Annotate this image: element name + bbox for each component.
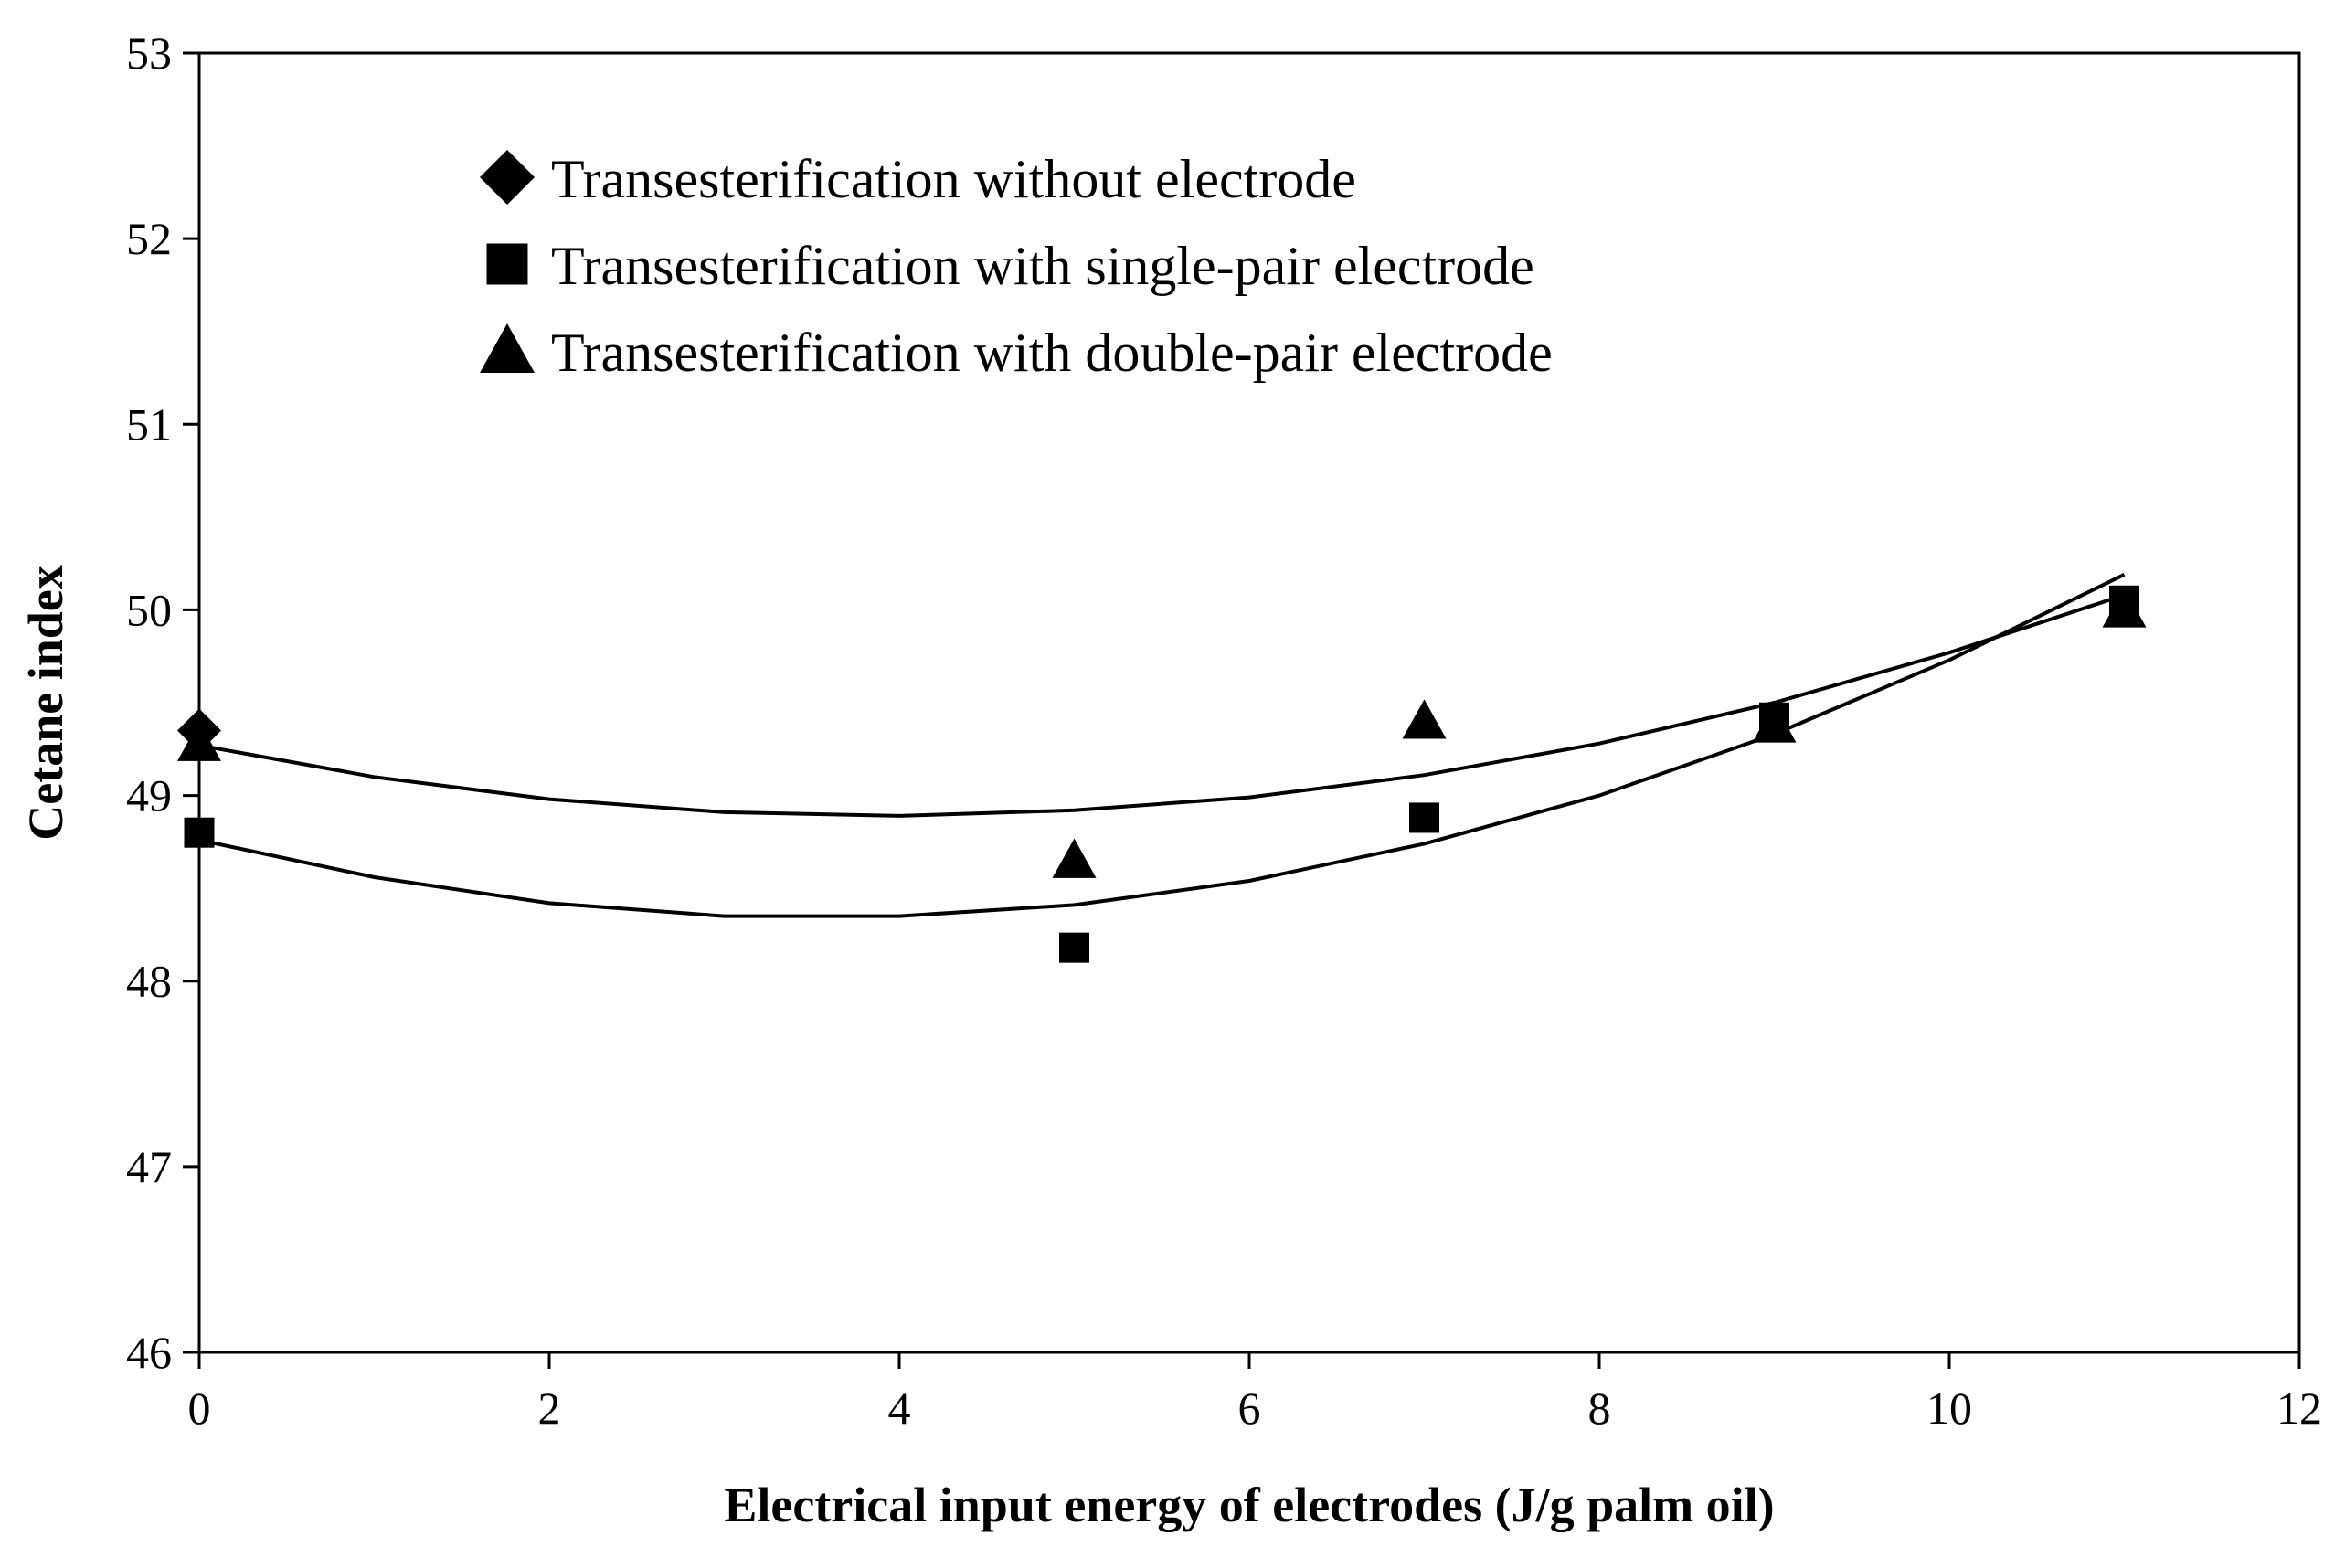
square-point [1059,932,1089,963]
triangle-point [1402,699,1447,739]
y-tick-label: 46 [126,1327,172,1378]
x-tick-label: 2 [538,1383,561,1434]
x-tick-label: 0 [188,1383,211,1434]
triangle-point [1052,838,1097,878]
square-point [1409,802,1439,833]
x-tick-label: 8 [1588,1383,1611,1434]
y-tick-label: 52 [126,213,172,264]
y-tick-label: 53 [126,27,172,79]
y-tick-label: 48 [126,956,172,1007]
y-tick-label: 51 [126,398,172,450]
data-points [177,585,2147,963]
x-axis-title: Electrical input energy of electrodes (J… [724,1478,1774,1532]
triangle-point [1752,703,1797,743]
x-tick-label: 6 [1238,1383,1261,1434]
x-tick-label: 10 [1926,1383,1972,1434]
trendlines [198,573,2126,918]
legend-entry-label: Transesterification with double-pair ele… [551,323,1553,383]
legend-triangle-icon [480,323,535,373]
legend-square-icon [486,243,528,285]
square-point [184,817,215,848]
x-tick-label: 4 [888,1383,911,1434]
legend-diamond-icon [480,150,535,205]
legend: Transesterification without electrode Tra… [480,149,1553,383]
trendline-single-pair [198,573,2126,918]
legend-entry-label: Transesterification with single-pair ele… [551,236,1534,296]
triangle-point [2102,588,2147,628]
x-tick-label: 12 [2276,1383,2322,1434]
plot-area [197,51,2301,1354]
y-tick-label: 49 [126,770,172,821]
triangle-point [177,721,221,761]
y-axis-title: Cetane index [18,565,73,840]
legend-entry-label: Transesterification without electrode [551,149,1356,209]
trendline-double-pair [198,593,2126,818]
y-tick-label: 50 [126,584,172,635]
y-tick-label: 47 [126,1141,172,1192]
